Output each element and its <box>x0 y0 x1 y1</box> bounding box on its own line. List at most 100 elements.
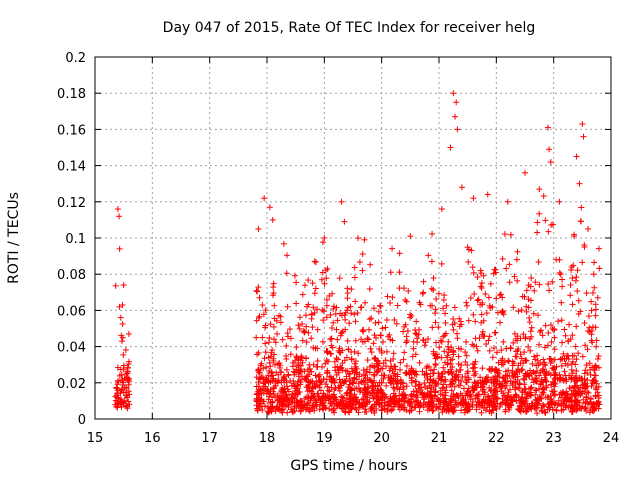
scatter-point <box>338 382 345 389</box>
scatter-point <box>557 356 564 363</box>
scatter-point <box>413 318 420 325</box>
scatter-point <box>569 358 576 365</box>
scatter-point <box>293 354 300 361</box>
scatter-point <box>324 265 331 272</box>
scatter-point <box>306 387 313 394</box>
scatter-point <box>467 396 474 403</box>
scatter-point <box>265 377 272 384</box>
scatter-point <box>433 381 440 388</box>
scatter-point <box>525 406 532 413</box>
scatter-point <box>459 373 466 380</box>
scatter-point <box>393 320 400 327</box>
scatter-point <box>323 376 330 383</box>
scatter-point <box>453 368 460 375</box>
scatter-point <box>463 352 470 359</box>
scatter-point <box>485 374 492 381</box>
scatter-point <box>480 272 487 279</box>
scatter-point <box>410 345 417 352</box>
scatter-point <box>520 331 527 338</box>
scatter-point <box>305 277 312 284</box>
scatter-point <box>329 378 336 385</box>
scatter-point <box>454 335 461 342</box>
scatter-point <box>344 295 351 302</box>
scatter-point <box>386 367 393 374</box>
scatter-point <box>584 346 591 353</box>
scatter-point <box>513 353 520 360</box>
scatter-point <box>116 372 123 379</box>
scatter-point <box>444 354 451 361</box>
scatter-point <box>415 402 422 409</box>
scatter-point <box>594 355 601 362</box>
scatter-point <box>416 408 423 415</box>
scatter-point <box>364 389 371 396</box>
scatter-point <box>510 304 517 311</box>
scatter-point <box>470 387 477 394</box>
scatter-point <box>375 387 382 394</box>
scatter-point <box>538 327 545 334</box>
scatter-point <box>432 319 439 326</box>
scatter-point <box>256 294 263 301</box>
scatter-point <box>440 381 447 388</box>
scatter-point <box>331 358 338 365</box>
scatter-point <box>368 315 375 322</box>
scatter-point <box>420 278 427 285</box>
scatter-point <box>567 397 574 404</box>
scatter-point <box>387 299 394 306</box>
scatter-point <box>405 369 412 376</box>
scatter-point <box>372 334 379 341</box>
scatter-point <box>273 404 280 411</box>
scatter-point <box>558 317 565 324</box>
scatter-point <box>326 373 333 380</box>
scatter-point <box>262 349 269 356</box>
scatter-point <box>498 291 505 298</box>
scatter-point <box>331 409 338 416</box>
scatter-point <box>474 395 481 402</box>
scatter-point <box>505 358 512 365</box>
scatter-point <box>473 343 480 350</box>
scatter-point <box>549 278 556 285</box>
scatter-point <box>525 304 532 311</box>
scatter-point <box>432 388 439 395</box>
scatter-point <box>268 369 275 376</box>
scatter-point <box>287 326 294 333</box>
scatter-point <box>339 394 346 401</box>
scatter-point <box>280 374 287 381</box>
scatter-point <box>333 326 340 333</box>
scatter-point <box>464 388 471 395</box>
scatter-point <box>318 378 325 385</box>
scatter-point <box>364 335 371 342</box>
y-tick-label: 0.04 <box>57 341 86 356</box>
scatter-point <box>514 366 521 373</box>
y-tick-label: 0.02 <box>57 377 86 392</box>
scatter-point <box>261 403 268 410</box>
scatter-point <box>259 334 266 341</box>
scatter-point <box>255 379 262 386</box>
scatter-point <box>567 292 574 299</box>
scatter-point <box>396 269 403 276</box>
scatter-point <box>374 367 381 374</box>
scatter-point <box>351 311 358 318</box>
scatter-point <box>432 361 439 368</box>
scatter-point <box>582 399 589 406</box>
scatter-point <box>569 332 576 339</box>
scatter-point <box>312 259 319 266</box>
scatter-point <box>471 291 478 298</box>
scatter-point <box>305 329 312 336</box>
scatter-point <box>121 397 128 404</box>
scatter-point <box>513 397 520 404</box>
scatter-point <box>310 304 317 311</box>
scatter-point <box>593 343 600 350</box>
scatter-point <box>499 395 506 402</box>
scatter-point <box>507 377 514 384</box>
scatter-point <box>398 379 405 386</box>
scatter-point <box>254 407 261 414</box>
scatter-point <box>520 375 527 382</box>
scatter-point <box>374 382 381 389</box>
scatter-point <box>480 405 487 412</box>
scatter-point <box>297 357 304 364</box>
scatter-point <box>492 403 499 410</box>
scatter-point <box>455 371 462 378</box>
scatter-point <box>499 255 506 262</box>
scatter-point <box>271 336 278 343</box>
scatter-point <box>462 359 469 366</box>
